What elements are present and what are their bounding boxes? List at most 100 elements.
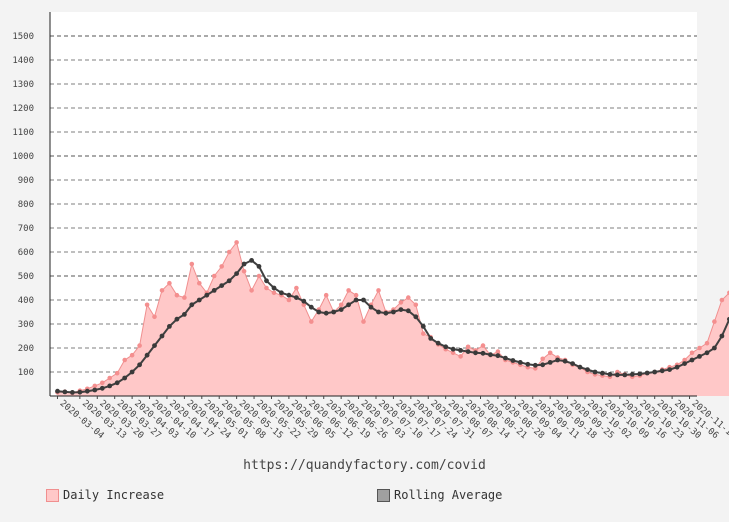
daily-increase-point-24: [234, 240, 239, 245]
x-axis-tick-labels: 2020-03-042020-03-132020-03-202020-03-27…: [56, 396, 729, 441]
rolling-average-point-6: [99, 385, 105, 391]
daily-increase-point-6: [100, 380, 105, 386]
legend-swatch-rolling-average: [377, 488, 390, 502]
daily-increase-point-10: [129, 352, 135, 358]
rolling-average-point-31: [286, 292, 292, 298]
rolling-average-point-35: [316, 309, 322, 315]
daily-increase-point-84: [682, 357, 687, 363]
rolling-average-point-60: [503, 355, 508, 361]
rolling-average-point-68: [562, 358, 568, 364]
source-caption: https://quandyfactory.com/covid: [243, 458, 486, 473]
daily-increase-point-39: [346, 288, 351, 293]
rolling-average-point-59: [495, 353, 501, 359]
rolling-average-point-0: [55, 388, 60, 394]
rolling-average-point-21: [211, 288, 217, 293]
rolling-average-point-82: [667, 367, 672, 372]
rolling-average-point-79: [644, 370, 650, 376]
y-tick-label-900: 900: [18, 176, 34, 186]
rolling-average-point-42: [368, 304, 374, 310]
y-tick-label-200: 200: [18, 344, 34, 354]
daily-increase-point-47: [406, 295, 411, 300]
daily-increase-point-29: [271, 290, 277, 296]
legend-item-daily-increase: Daily Increase: [46, 488, 164, 502]
rolling-average-point-33: [301, 298, 307, 304]
rolling-average-point-34: [308, 304, 314, 310]
daily-increase-point-87: [704, 340, 710, 346]
rolling-average-point-47: [405, 308, 411, 314]
rolling-average-point-45: [391, 309, 396, 315]
rolling-average-point-5: [92, 387, 98, 393]
rolling-average-point-15: [167, 324, 172, 329]
rolling-average-point-25: [241, 261, 247, 267]
y-tick-label-1400: 1400: [12, 56, 34, 66]
rolling-average-point-71: [585, 367, 590, 372]
rolling-average-point-84: [682, 361, 687, 366]
rolling-average-point-78: [637, 371, 643, 377]
rolling-average-point-50: [428, 336, 434, 341]
rolling-average-point-75: [615, 372, 620, 378]
rolling-average-point-12: [144, 352, 150, 358]
rolling-average-point-29: [271, 285, 277, 291]
rolling-average-point-66: [547, 360, 553, 365]
y-tick-label-300: 300: [18, 320, 34, 330]
rolling-average-point-11: [137, 362, 143, 368]
daily-increase-point-7: [107, 375, 112, 381]
daily-increase-point-40: [353, 292, 359, 298]
daily-increase-point-57: [480, 343, 486, 348]
rolling-average-point-9: [122, 375, 128, 381]
rolling-average-point-81: [659, 368, 665, 374]
rolling-average-point-36: [323, 310, 329, 316]
rolling-average-point-52: [443, 344, 449, 350]
rolling-average-series: [55, 258, 729, 395]
rolling-average-point-73: [600, 370, 605, 376]
daily-increase-point-34: [309, 319, 314, 324]
rolling-average-point-89: [719, 333, 725, 339]
rolling-average-point-54: [458, 348, 463, 353]
daily-increase-point-46: [398, 300, 404, 305]
rolling-average-point-61: [510, 358, 516, 363]
rolling-average-point-56: [473, 350, 478, 356]
rolling-average-point-76: [622, 372, 628, 378]
daily-increase-point-36: [323, 292, 329, 298]
rolling-average-point-26: [249, 258, 255, 263]
daily-increase-point-86: [697, 345, 702, 351]
legend-item-rolling-average: Rolling Average: [377, 488, 502, 502]
rolling-average-point-28: [264, 278, 269, 284]
legend-label-rolling-average: Rolling Average: [394, 488, 503, 502]
rolling-average-point-20: [204, 292, 210, 298]
rolling-average-point-72: [592, 369, 598, 375]
daily-increase-point-41: [361, 319, 366, 324]
daily-increase-point-17: [182, 295, 187, 300]
rolling-average-point-40: [353, 297, 359, 303]
daily-increase-point-27: [256, 273, 262, 279]
rolling-average-point-70: [577, 364, 583, 370]
rolling-average-point-24: [234, 271, 240, 276]
y-tick-label-500: 500: [18, 272, 34, 282]
daily-increase-point-15: [167, 280, 172, 286]
rolling-average-point-53: [450, 346, 456, 352]
rolling-average-point-43: [376, 309, 381, 315]
daily-increase-point-38: [338, 302, 344, 308]
rolling-average-point-3: [77, 389, 83, 395]
rolling-average-point-30: [279, 290, 284, 296]
y-tick-label-400: 400: [18, 296, 34, 306]
daily-increase-point-89: [719, 297, 725, 303]
daily-increase-point-26: [249, 288, 254, 293]
y-tick-label-1300: 1300: [12, 80, 34, 90]
rolling-average-point-48: [413, 314, 419, 320]
daily-increase-point-49: [421, 331, 426, 336]
rolling-average-point-87: [704, 350, 710, 356]
rolling-average-point-49: [420, 324, 426, 329]
rolling-average-point-22: [219, 283, 225, 288]
rolling-average-point-57: [480, 350, 486, 356]
daily-increase-point-88: [712, 319, 717, 324]
rolling-average-point-2: [70, 390, 75, 395]
rolling-average-point-10: [129, 369, 135, 375]
daily-increase-area: [57, 242, 729, 396]
daily-increase-point-5: [92, 383, 98, 389]
y-tick-label-100: 100: [18, 368, 34, 378]
rolling-average-point-55: [465, 349, 471, 354]
daily-increase-point-16: [174, 292, 180, 298]
rolling-average-point-74: [607, 372, 613, 377]
